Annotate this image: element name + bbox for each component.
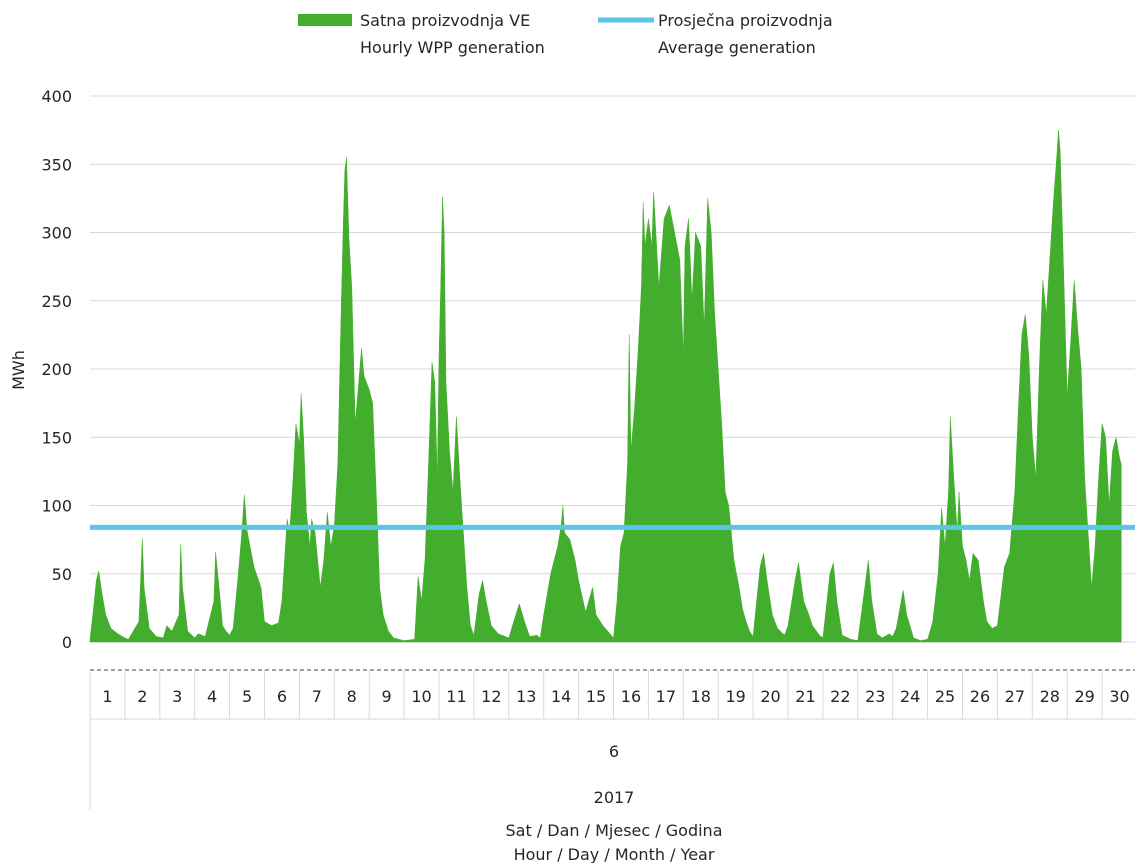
x-tick-label-day: 3	[172, 687, 182, 706]
x-tick-label-day: 30	[1109, 687, 1129, 706]
x-tick-label-day: 14	[551, 687, 571, 706]
y-axis-ticks: 0 50 100 150 200 250 300 350 400	[41, 87, 72, 652]
x-tick-label-day: 9	[382, 687, 392, 706]
y-tick-label: 250	[41, 292, 72, 311]
series-hourly-generation	[89, 130, 1122, 643]
legend-label-hourly-hr: Satna proizvodnja VE	[360, 11, 530, 30]
plot-area	[89, 130, 1135, 643]
x-tick-label-day: 29	[1074, 687, 1094, 706]
x-tick-label-day: 22	[830, 687, 850, 706]
x-tick-label-day: 18	[691, 687, 711, 706]
x-axis-title-en: Hour / Day / Month / Year	[514, 845, 715, 863]
x-tick-label-day: 11	[446, 687, 466, 706]
legend-label-average-hr: Prosječna proizvodnja	[658, 11, 833, 30]
legend-label-average-en: Average generation	[658, 38, 816, 57]
y-tick-label: 0	[62, 633, 72, 652]
x-tick-label-day: 6	[277, 687, 287, 706]
x-tick-label-day: 20	[760, 687, 780, 706]
legend: Satna proizvodnja VE Hourly WPP generati…	[298, 11, 833, 57]
legend-label-hourly-en: Hourly WPP generation	[360, 38, 545, 57]
x-tick-label-day: 7	[312, 687, 322, 706]
x-tick-label-day: 10	[411, 687, 431, 706]
x-tick-label-day: 26	[970, 687, 990, 706]
x-tick-label-day: 19	[725, 687, 745, 706]
x-tick-label-day: 28	[1040, 687, 1060, 706]
x-tick-label-day: 21	[795, 687, 815, 706]
x-axis-month-label: 6	[609, 742, 619, 761]
legend-swatch-hourly	[298, 14, 352, 26]
y-tick-label: 350	[41, 155, 72, 174]
x-tick-label-day: 4	[207, 687, 217, 706]
y-tick-label: 200	[41, 360, 72, 379]
x-tick-label-day: 27	[1005, 687, 1025, 706]
x-axis-categories: 1 2 3 4 5 6 7 8 9 10 11 12 13 14 15 16 17 18 19 20 21 22 23 24 2…	[89, 669, 1135, 810]
y-tick-label: 150	[41, 428, 72, 447]
x-tick-label-day: 13	[516, 687, 536, 706]
x-tick-label-day: 1	[102, 687, 112, 706]
y-tick-label: 100	[41, 497, 72, 516]
y-tick-label: 300	[41, 224, 72, 243]
x-tick-label-day: 24	[900, 687, 920, 706]
x-tick-label-day: 16	[621, 687, 641, 706]
x-axis-title-hr: Sat / Dan / Mjesec / Godina	[506, 821, 723, 840]
x-tick-label-day: 8	[347, 687, 357, 706]
x-tick-label-day: 25	[935, 687, 955, 706]
y-tick-label: 50	[52, 565, 72, 584]
x-tick-label-day: 2	[137, 687, 147, 706]
y-tick-label: 400	[41, 87, 72, 106]
x-axis-year-label: 2017	[594, 788, 635, 807]
x-tick-label-day: 23	[865, 687, 885, 706]
x-tick-label-day: 12	[481, 687, 501, 706]
x-tick-label-day: 17	[656, 687, 676, 706]
y-axis-title: MWh	[9, 350, 28, 390]
x-tick-label-day: 15	[586, 687, 606, 706]
x-tick-label-day: 5	[242, 687, 252, 706]
